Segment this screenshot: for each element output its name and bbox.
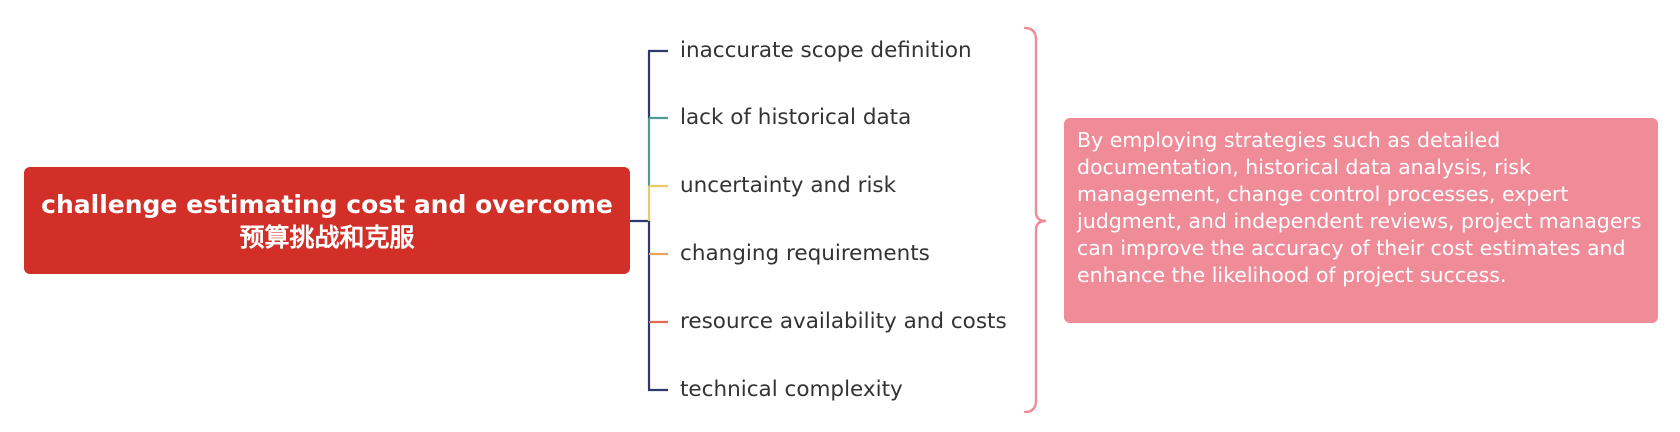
summary-text: By employing strategies such as detailed… xyxy=(1077,128,1642,287)
root-title-chinese: 预算挑战和克服 xyxy=(239,222,415,252)
branch-changing-requirements[interactable]: changing requirements xyxy=(680,241,930,266)
branch-technical-complexity[interactable]: technical complexity xyxy=(680,377,903,402)
summary-node[interactable]: By employing strategies such as detailed… xyxy=(1064,118,1658,323)
branch-lack-of-historical-data[interactable]: lack of historical data xyxy=(680,105,912,130)
root-title-english: challenge estimating cost and overcome xyxy=(41,189,613,219)
branch-uncertainty-and-risk[interactable]: uncertainty and risk xyxy=(680,173,897,198)
summary-bracket xyxy=(1023,26,1047,414)
branch-resource-availability-and-costs[interactable]: resource availability and costs xyxy=(680,309,1007,334)
root-topic-node[interactable]: challenge estimating cost and overcome 预… xyxy=(24,167,630,274)
branch-inaccurate-scope-definition[interactable]: inaccurate scope definition xyxy=(680,38,972,63)
